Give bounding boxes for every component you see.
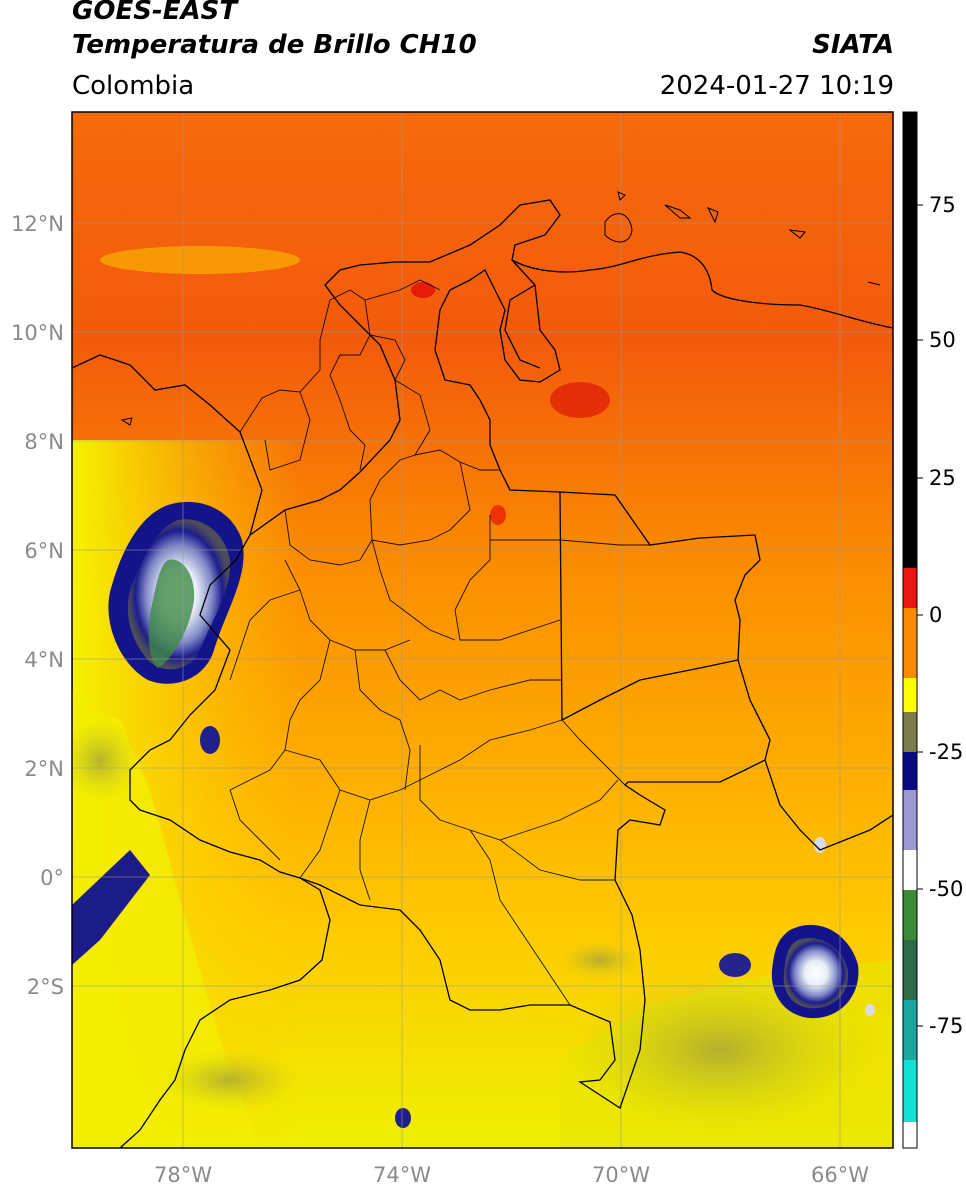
colorbar-tick-label: 75 (929, 193, 956, 217)
country-borders (72, 199, 893, 1148)
colorbar-tick-label: -50 (929, 877, 963, 901)
colorbar-black-band (903, 112, 917, 568)
colorbar-bottom-band (903, 1122, 917, 1148)
lat-label: 2°S (27, 975, 64, 999)
cloud-cluster-pacific (108, 501, 244, 684)
lat-label: 12°N (11, 212, 64, 236)
colorbar-frame (902, 111, 918, 1149)
organization-label: SIATA (812, 30, 894, 60)
colorbar-tick-label: -75 (929, 1014, 963, 1038)
lon-label: 74°W (373, 1163, 431, 1187)
satellite-title: GOES-EAST (72, 0, 238, 26)
colorbar-darkgreen-band (903, 940, 917, 1000)
colorbar-yellow-band (903, 678, 917, 712)
graticule (72, 112, 893, 1148)
lat-label: 4°N (24, 648, 64, 672)
colorbar: 75 50 25 0 -25 -50 -75 (902, 111, 963, 1149)
colorbar-cyan-band (903, 1060, 917, 1122)
lon-label: 70°W (592, 1163, 650, 1187)
map-frame (71, 111, 894, 1149)
longitude-labels: 78°W 74°W 70°W 66°W (154, 1163, 869, 1187)
region-label: Colombia (72, 71, 195, 101)
colorbar-tick-label: 25 (929, 466, 956, 490)
lat-label: 6°N (24, 539, 64, 563)
colorbar-orange-band (903, 608, 917, 678)
colorbar-tick-label: 50 (929, 328, 956, 352)
lon-label: 66°W (811, 1163, 869, 1187)
colorbar-tick-label: 0 (929, 603, 942, 627)
satellite-image (72, 112, 893, 1148)
colorbar-olive-band (903, 712, 917, 752)
lat-label: 10°N (11, 321, 64, 345)
cloud-cluster-amazon (719, 924, 859, 1019)
colorbar-green-band (903, 890, 917, 940)
colorbar-lavender-band (903, 790, 917, 850)
colorbar-white-band (903, 850, 917, 890)
latitude-labels: 12°N 10°N 8°N 6°N 4°N 2°N 0° 2°S (11, 212, 64, 999)
product-title: Temperatura de Brillo CH10 (72, 30, 477, 60)
lat-label: 8°N (24, 430, 64, 454)
lon-label: 78°W (154, 1163, 212, 1187)
colorbar-teal-band (903, 1000, 917, 1060)
lat-label: 2°N (24, 757, 64, 781)
lat-label: 0° (40, 866, 64, 890)
colorbar-navy-band (903, 752, 917, 790)
department-borders (229, 279, 650, 1006)
islands (120, 191, 881, 426)
colorbar-red-band (903, 568, 917, 608)
datetime-label: 2024-01-27 10:19 (659, 71, 894, 101)
colorbar-tick-label: -25 (929, 740, 963, 764)
